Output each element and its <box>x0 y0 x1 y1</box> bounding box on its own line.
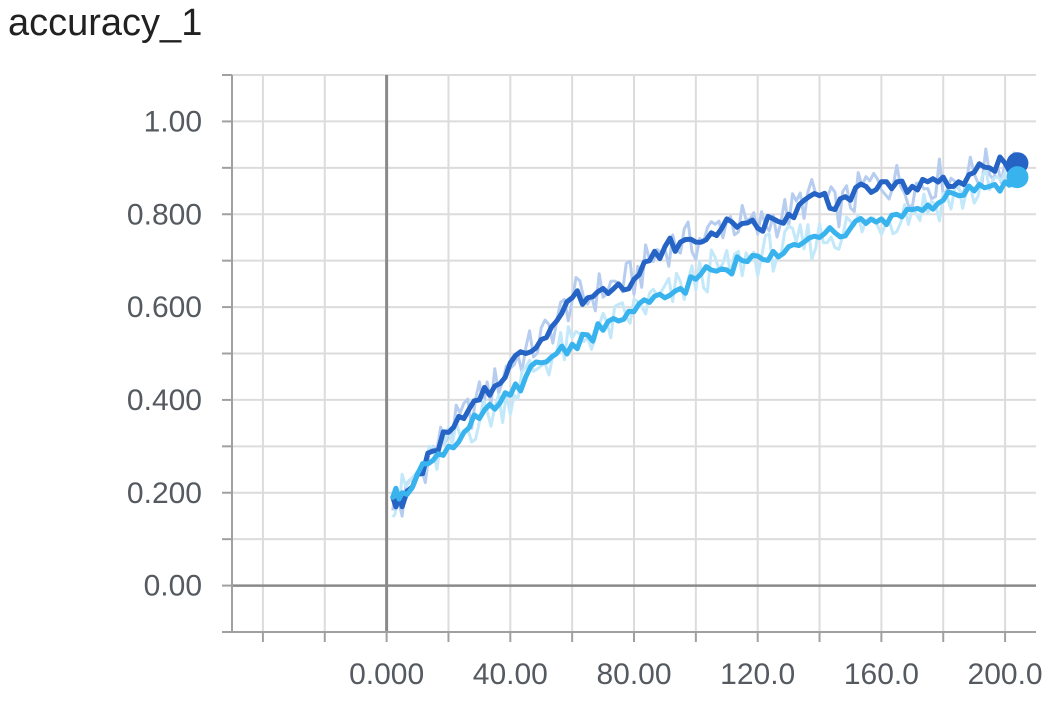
x-tick-label: 40.00 <box>473 658 548 691</box>
y-tick-label: 0.600 <box>127 291 202 324</box>
smoothed-series-layer <box>390 152 1029 510</box>
x-tick-label: 120.0 <box>720 658 795 691</box>
x-tick-label: 200.0 <box>968 658 1043 691</box>
y-tick-label: 0.00 <box>144 570 202 603</box>
axis-layer <box>222 74 1036 642</box>
raw-series-layer <box>391 147 1016 518</box>
x-tick-label: 80.00 <box>596 658 671 691</box>
series-line <box>390 154 1020 510</box>
series-line <box>390 174 1020 502</box>
y-tick-label: 0.800 <box>127 198 202 231</box>
series-end-point <box>1006 166 1029 189</box>
raw-series-line <box>391 162 1016 518</box>
x-tick-label: 0.000 <box>349 658 424 691</box>
y-tick-label: 0.200 <box>127 477 202 510</box>
y-tick-label: 0.400 <box>127 384 202 417</box>
chart-title: accuracy_1 <box>8 2 203 44</box>
x-tick-label: 160.0 <box>844 658 919 691</box>
grid-layer <box>232 74 1036 633</box>
tick-label-layer: 0.000 40.00 80.00 120.0 160.0 200.0 0.00 0.200 0… <box>127 105 1043 691</box>
y-tick-label: 1.00 <box>144 105 202 138</box>
